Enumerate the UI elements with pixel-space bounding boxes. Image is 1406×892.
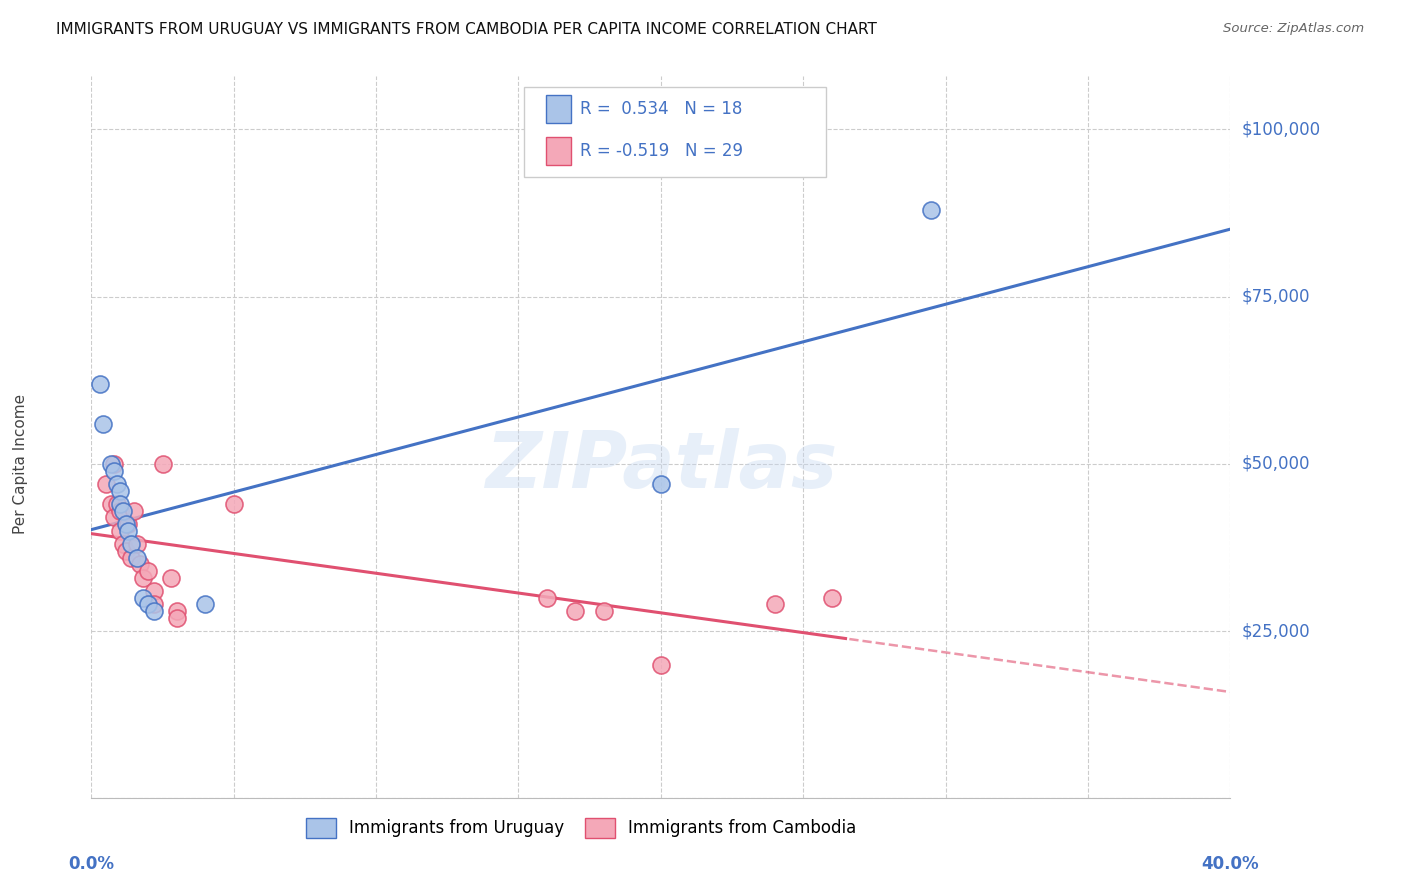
Point	[143, 583, 166, 598]
Point	[120, 550, 142, 565]
Text: R =  0.534   N = 18: R = 0.534 N = 18	[579, 100, 742, 118]
Point	[89, 376, 111, 391]
Text: IMMIGRANTS FROM URUGUAY VS IMMIGRANTS FROM CAMBODIA PER CAPITA INCOME CORRELATIO: IMMIGRANTS FROM URUGUAY VS IMMIGRANTS FR…	[56, 22, 877, 37]
Point	[564, 604, 586, 618]
Point	[122, 503, 145, 517]
Point	[763, 598, 786, 612]
Point	[103, 510, 125, 524]
Point	[920, 202, 942, 217]
Point	[138, 564, 160, 578]
Point	[222, 497, 245, 511]
Point	[593, 604, 616, 618]
Text: R = -0.519   N = 29: R = -0.519 N = 29	[579, 142, 742, 160]
Point	[128, 557, 150, 572]
FancyBboxPatch shape	[546, 137, 571, 165]
Point	[138, 598, 160, 612]
Point	[125, 537, 148, 551]
Text: $50,000: $50,000	[1241, 455, 1310, 473]
Point	[100, 457, 122, 471]
Text: 0.0%: 0.0%	[69, 855, 114, 873]
Text: $100,000: $100,000	[1241, 120, 1320, 138]
Point	[108, 497, 131, 511]
Text: Per Capita Income: Per Capita Income	[13, 393, 28, 534]
FancyBboxPatch shape	[524, 87, 825, 177]
Point	[105, 497, 128, 511]
Point	[94, 476, 117, 491]
Point	[650, 476, 672, 491]
Text: Source: ZipAtlas.com: Source: ZipAtlas.com	[1223, 22, 1364, 36]
Point	[152, 457, 174, 471]
FancyBboxPatch shape	[546, 95, 571, 123]
Point	[166, 604, 188, 618]
Text: 40.0%: 40.0%	[1202, 855, 1258, 873]
Point	[114, 517, 136, 532]
Point	[103, 457, 125, 471]
Point	[166, 610, 188, 624]
Point	[103, 464, 125, 478]
Text: ZIPatlas: ZIPatlas	[485, 428, 837, 504]
Point	[108, 524, 131, 538]
Point	[108, 483, 131, 498]
Point	[108, 503, 131, 517]
Legend: Immigrants from Uruguay, Immigrants from Cambodia: Immigrants from Uruguay, Immigrants from…	[299, 812, 863, 844]
Point	[820, 591, 842, 605]
Text: $25,000: $25,000	[1241, 622, 1310, 640]
Point	[143, 604, 166, 618]
Point	[131, 591, 153, 605]
Point	[105, 476, 128, 491]
Point	[650, 657, 672, 672]
Point	[125, 550, 148, 565]
Point	[100, 497, 122, 511]
Point	[143, 598, 166, 612]
Point	[194, 598, 217, 612]
Point	[117, 524, 139, 538]
Point	[160, 571, 183, 585]
Point	[120, 537, 142, 551]
Point	[111, 503, 134, 517]
Point	[536, 591, 558, 605]
Point	[91, 417, 114, 431]
Point	[111, 537, 134, 551]
Point	[114, 543, 136, 558]
Text: $75,000: $75,000	[1241, 287, 1310, 306]
Point	[117, 517, 139, 532]
Point	[131, 571, 153, 585]
